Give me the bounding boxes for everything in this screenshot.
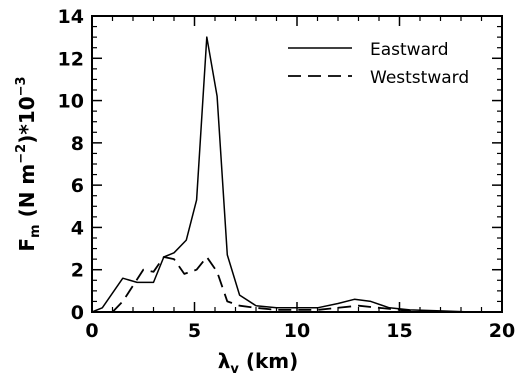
- x-tick-label: 15: [386, 320, 412, 342]
- series-line-eastward: [91, 36, 472, 313]
- y-axis-label: Fm (N m−2)*10−3: [14, 76, 43, 251]
- axis-ticks: [91, 15, 503, 313]
- y-tick-label: 12: [58, 48, 84, 70]
- y-tick-label: 0: [71, 302, 84, 324]
- x-axis-label: λv (km): [218, 349, 299, 377]
- plot-frame: [91, 15, 503, 313]
- series-line-weststward: [111, 256, 421, 313]
- y-tick-label: 2: [71, 260, 84, 282]
- legend-label-eastward: Eastward: [370, 40, 448, 60]
- x-tick-label: 0: [85, 320, 98, 342]
- legend: Eastward Weststward: [288, 40, 469, 88]
- y-tick-label: 14: [58, 6, 84, 28]
- y-tick-label: 8: [71, 133, 84, 155]
- y-tick-label: 10: [58, 91, 84, 113]
- y-tick-label: 4: [71, 217, 84, 239]
- tick-labels: 0 5 10 15 20 0 2 4 6 8 10 12 14: [58, 6, 516, 342]
- legend-label-weststward: Weststward: [370, 68, 469, 88]
- y-tick-label: 6: [71, 175, 84, 197]
- x-tick-label: 10: [284, 320, 310, 342]
- x-tick-label: 5: [188, 320, 201, 342]
- x-tick-label: 20: [489, 320, 515, 342]
- series-lines: [91, 36, 472, 313]
